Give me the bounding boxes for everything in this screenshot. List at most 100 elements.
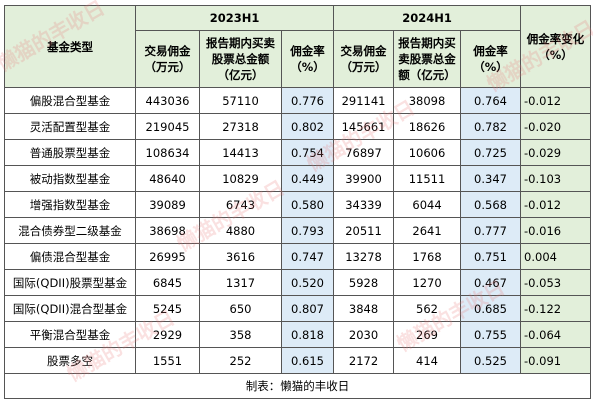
table-cell: 2641 [393,217,462,244]
table-cell: -0.020 [520,113,592,140]
table-cell: 108634 [135,139,200,166]
table-cell: 5928 [333,269,395,296]
table-cell: 27318 [199,113,282,140]
table-cell: 145661 [333,113,395,140]
table-cell: 0.580 [280,191,335,218]
table-cell: 3848 [333,295,395,322]
table-cell: 2172 [333,347,395,374]
table-cell: 0.449 [280,165,335,192]
table-cell: 39900 [333,165,395,192]
header-cell: 佣金率变化（%） [520,5,592,88]
table-cell: 0.755 [460,321,522,348]
table-cell: 0.568 [460,191,522,218]
table-row: 增强指数型基金 39089 6743 0.580 34339 6044 0.568 -0.01… [4,191,592,218]
table-cell: 0.685 [460,295,522,322]
table-cell: 0.776 [280,87,335,114]
table-footer: 制表：懒猫的丰收日 [3,373,592,399]
table-cell: -0.053 [520,269,592,296]
group-header: 2023H1 [134,5,335,31]
table-cell: 0.793 [280,217,335,244]
table-cell: 普通股票型基金 [4,139,136,166]
table-cell: 0.467 [460,269,522,296]
table-cell: -0.103 [520,165,592,192]
table-cell: 1317 [199,269,282,296]
header-cell: 佣金率（%） [460,30,522,88]
table-cell: 0.725 [460,139,522,166]
table-cell: 国际(QDII)股票型基金 [4,269,136,296]
fund-table: 基金类型 2023H1 2024H1 佣金率变化（%） 交易佣金（万元） 报告期内… [3,5,592,399]
header-cell: 报告期内买卖股票总金额（亿元） [393,30,462,88]
table-cell: 443036 [135,87,200,114]
table-row: 灵活配置型基金 219045 27318 0.802 145661 18626 0.782-… [4,113,592,140]
table-cell: -0.091 [520,347,592,374]
table-cell: 291141 [333,87,395,114]
header-cell: 基金类型 [4,5,136,88]
table-cell: 5245 [135,295,200,322]
table-cell: 1270 [393,269,462,296]
table-cell: 偏股混合型基金 [4,87,136,114]
footer-row: 制表：懒猫的丰收日 [3,373,592,399]
table-cell: 0.615 [280,347,335,374]
table-cell: 0.747 [280,243,335,270]
table-cell: 11511 [393,165,462,192]
table-cell: 76897 [333,139,395,166]
header-cell: 交易佣金（万元） [333,30,395,88]
table-cell: 0.525 [460,347,522,374]
table-cell: 股票多空 [4,347,136,374]
table-row: 混合债券型二级基金 38698 4880 0.793 20511 2641 0.777 -0.… [4,217,592,244]
table-cell: 0.807 [280,295,335,322]
table-cell: 0.754 [280,139,335,166]
table-cell: -0.122 [520,295,592,322]
table-cell: 20511 [333,217,395,244]
table-cell: 0.004 [520,243,592,270]
table-cell: 灵活配置型基金 [4,113,136,140]
table-row: 偏债混合型基金 26995 3616 0.747 13278 1768 0.751 0.004 [4,243,592,270]
table-cell: 269 [393,321,462,348]
table-cell: 0.818 [280,321,335,348]
table-row: 国际(QDII)混合型基金 5245 650 0.807 3848 562 0.685 -0.… [4,295,592,322]
group-header: 2024H1 [333,5,522,31]
table-cell: 1551 [135,347,200,374]
table-cell: 34339 [333,191,395,218]
table-row: 股票多空 1551 252 0.615 2172 414 0.525 -0.091 [4,347,592,374]
table-cell: 26995 [135,243,200,270]
table-cell: 10606 [393,139,462,166]
table-cell: 1768 [393,243,462,270]
table-cell: 被动指数型基金 [4,165,136,192]
table-cell: 650 [199,295,282,322]
table-cell: 0.777 [460,217,522,244]
table-cell: 偏债混合型基金 [4,243,136,270]
table-cell: -0.016 [520,217,592,244]
table-cell: 18626 [393,113,462,140]
table-cell: 0.782 [460,113,522,140]
table-cell: -0.029 [520,139,592,166]
table-cell: 6845 [135,269,200,296]
header-cell: 交易佣金（万元） [135,30,200,88]
table-cell: 10829 [199,165,282,192]
header-cell: 报告期内买卖股票总金额（亿元） [199,30,282,88]
table-cell: 0.520 [280,269,335,296]
table-cell: 6743 [199,191,282,218]
table-cell: 358 [199,321,282,348]
table-cell: 0.751 [460,243,522,270]
table-cell: 增强指数型基金 [4,191,136,218]
table-row: 普通股票型基金 108634 14413 0.754 76897 10606 0.725 -0… [4,139,592,166]
table-cell: 57110 [199,87,282,114]
table-cell: 2030 [333,321,395,348]
table-cell: 252 [199,347,282,374]
table-cell: -0.012 [520,191,592,218]
table-cell: 0.802 [280,113,335,140]
table-cell: 0.764 [460,87,522,114]
table-cell: 219045 [135,113,200,140]
table-cell: 平衡混合型基金 [4,321,136,348]
table-cell: 国际(QDII)混合型基金 [4,295,136,322]
table-row: 偏股混合型基金 443036 57110 0.776 291141 38098 0.764-… [4,87,592,114]
table-cell: 6044 [393,191,462,218]
table-cell: 38098 [393,87,462,114]
table-cell: 13278 [333,243,395,270]
table-cell: -0.012 [520,87,592,114]
table-row: 国际(QDII)股票型基金 6845 1317 0.520 5928 1270 0.467-… [4,269,592,296]
table-cell: 3616 [199,243,282,270]
table-cell: 48640 [135,165,200,192]
